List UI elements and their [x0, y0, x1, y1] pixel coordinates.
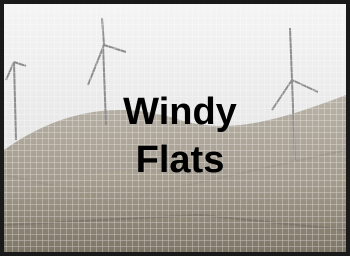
- slide: Windy Flats: [0, 0, 350, 256]
- title-line: Windy: [123, 91, 237, 133]
- title-line: Flats: [136, 139, 225, 181]
- page: Windy Flats (() => { const data = JSON.p…: [0, 0, 350, 256]
